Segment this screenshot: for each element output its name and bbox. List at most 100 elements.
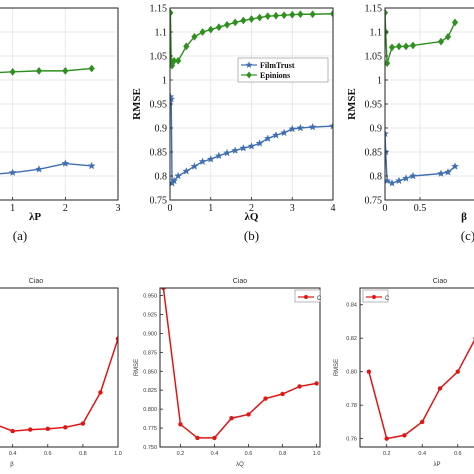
data-point: [264, 12, 271, 21]
panel-label: (c): [461, 228, 474, 243]
chart-title: Ciao: [233, 278, 248, 285]
plot-area: [0, 8, 118, 200]
x-tick-label: 3: [290, 203, 295, 214]
legend: C: [294, 289, 322, 303]
x-axis-label: λP: [433, 462, 440, 468]
data-point: [444, 32, 452, 41]
series-line-c: [368, 339, 474, 440]
data-point: [437, 169, 445, 177]
data-point: [420, 419, 425, 425]
legend-label: C: [317, 296, 322, 302]
data-point: [297, 10, 304, 19]
x-axis-label: λP: [29, 211, 41, 223]
legend-label: FilmTrust: [260, 61, 295, 70]
data-point: [8, 168, 17, 177]
data-point: [35, 165, 43, 173]
data-point: [178, 422, 183, 427]
data-point: [35, 66, 43, 75]
data-point: [451, 162, 459, 170]
legend-marker: [304, 295, 308, 299]
data-point: [232, 18, 239, 27]
data-point: [212, 435, 217, 441]
y-tick-label: 0.95: [365, 100, 383, 111]
data-point: [388, 43, 396, 52]
x-tick-label: 1: [10, 203, 15, 214]
data-point: [61, 159, 70, 167]
data-point: [174, 171, 183, 180]
y-tick-label: 0.8: [370, 172, 383, 183]
data-point: [280, 11, 288, 20]
y-tick-label: 1.15: [150, 4, 168, 15]
data-point: [28, 427, 33, 432]
chart-title: Ciao: [29, 278, 44, 285]
chart-3: 0 0.5 0.75 0.8 0.85 0.9 0.95 1 1.05 1.1 1.15 β RMSE (…: [346, 4, 474, 243]
y-tick-label: 0.825: [143, 388, 157, 394]
data-point: [409, 41, 417, 50]
data-point: [384, 436, 389, 441]
y-tick-label: 0.950: [143, 294, 157, 300]
x-tick-label: 0.5: [414, 203, 427, 214]
x-tick-label: 1: [208, 203, 213, 214]
data-point: [240, 16, 247, 25]
x-tick-label: 0.4: [9, 451, 17, 457]
data-point: [191, 32, 198, 41]
data-point: [255, 139, 264, 147]
data-point: [289, 10, 296, 19]
x-tick-label: 1.0: [114, 451, 122, 457]
y-tick-label: 1.05: [150, 52, 168, 63]
x-tick-label: 0.6: [454, 451, 462, 457]
data-point: [9, 67, 16, 76]
y-axis-label: RMSE: [346, 88, 358, 120]
plot-area: [366, 336, 474, 441]
data-point: [247, 142, 256, 150]
legend-label: Epinions: [260, 71, 290, 80]
data-point: [239, 143, 248, 152]
plot-area: [161, 288, 319, 441]
data-point: [385, 129, 389, 138]
data-point: [45, 426, 50, 432]
y-axis-label: RMSE: [131, 88, 143, 120]
x-tick-label: 0.2: [383, 451, 391, 457]
data-point: [231, 146, 240, 154]
y-tick-label: 0.925: [143, 313, 157, 319]
y-tick-label: 0.9: [155, 124, 168, 135]
series-line-filmtrust: [0, 162, 92, 175]
data-point: [388, 179, 396, 187]
data-point: [161, 288, 166, 291]
series-line-epinions: [385, 12, 456, 64]
data-point: [272, 11, 280, 20]
axes-frame: [359, 287, 474, 448]
y-tick-label: 0.750: [143, 445, 157, 451]
x-axis-label: λQ: [236, 462, 244, 468]
data-point: [190, 162, 199, 170]
data-point: [309, 10, 316, 19]
y-tick-label: 0.76: [346, 437, 357, 443]
x-tick-label: 0.4: [211, 451, 219, 457]
data-point: [88, 64, 95, 73]
data-point: [170, 95, 176, 103]
data-point: [444, 167, 452, 176]
legend-label: C: [385, 296, 390, 302]
data-point: [296, 123, 305, 132]
y-tick-label: 0.80: [346, 370, 357, 376]
plot-area: [170, 8, 333, 200]
data-point: [206, 155, 215, 163]
series-line-epinions: [0, 67, 92, 74]
x-tick-label: 0.8: [279, 451, 287, 457]
data-point: [80, 421, 86, 426]
data-point: [455, 369, 460, 374]
x-tick-label: 0.2: [177, 451, 185, 457]
data-point: [207, 25, 214, 34]
data-point: [395, 176, 403, 185]
x-tick-label: 0.6: [44, 451, 52, 457]
x-tick-label: 3: [116, 203, 121, 214]
x-axis-label: β: [10, 462, 14, 468]
axes-frame: [0, 287, 119, 448]
chart-title: Ciao: [433, 278, 448, 285]
data-point: [98, 390, 103, 395]
axes-frame: [0, 7, 119, 201]
data-point: [308, 122, 317, 131]
y-tick-label: 0.78: [346, 403, 357, 409]
